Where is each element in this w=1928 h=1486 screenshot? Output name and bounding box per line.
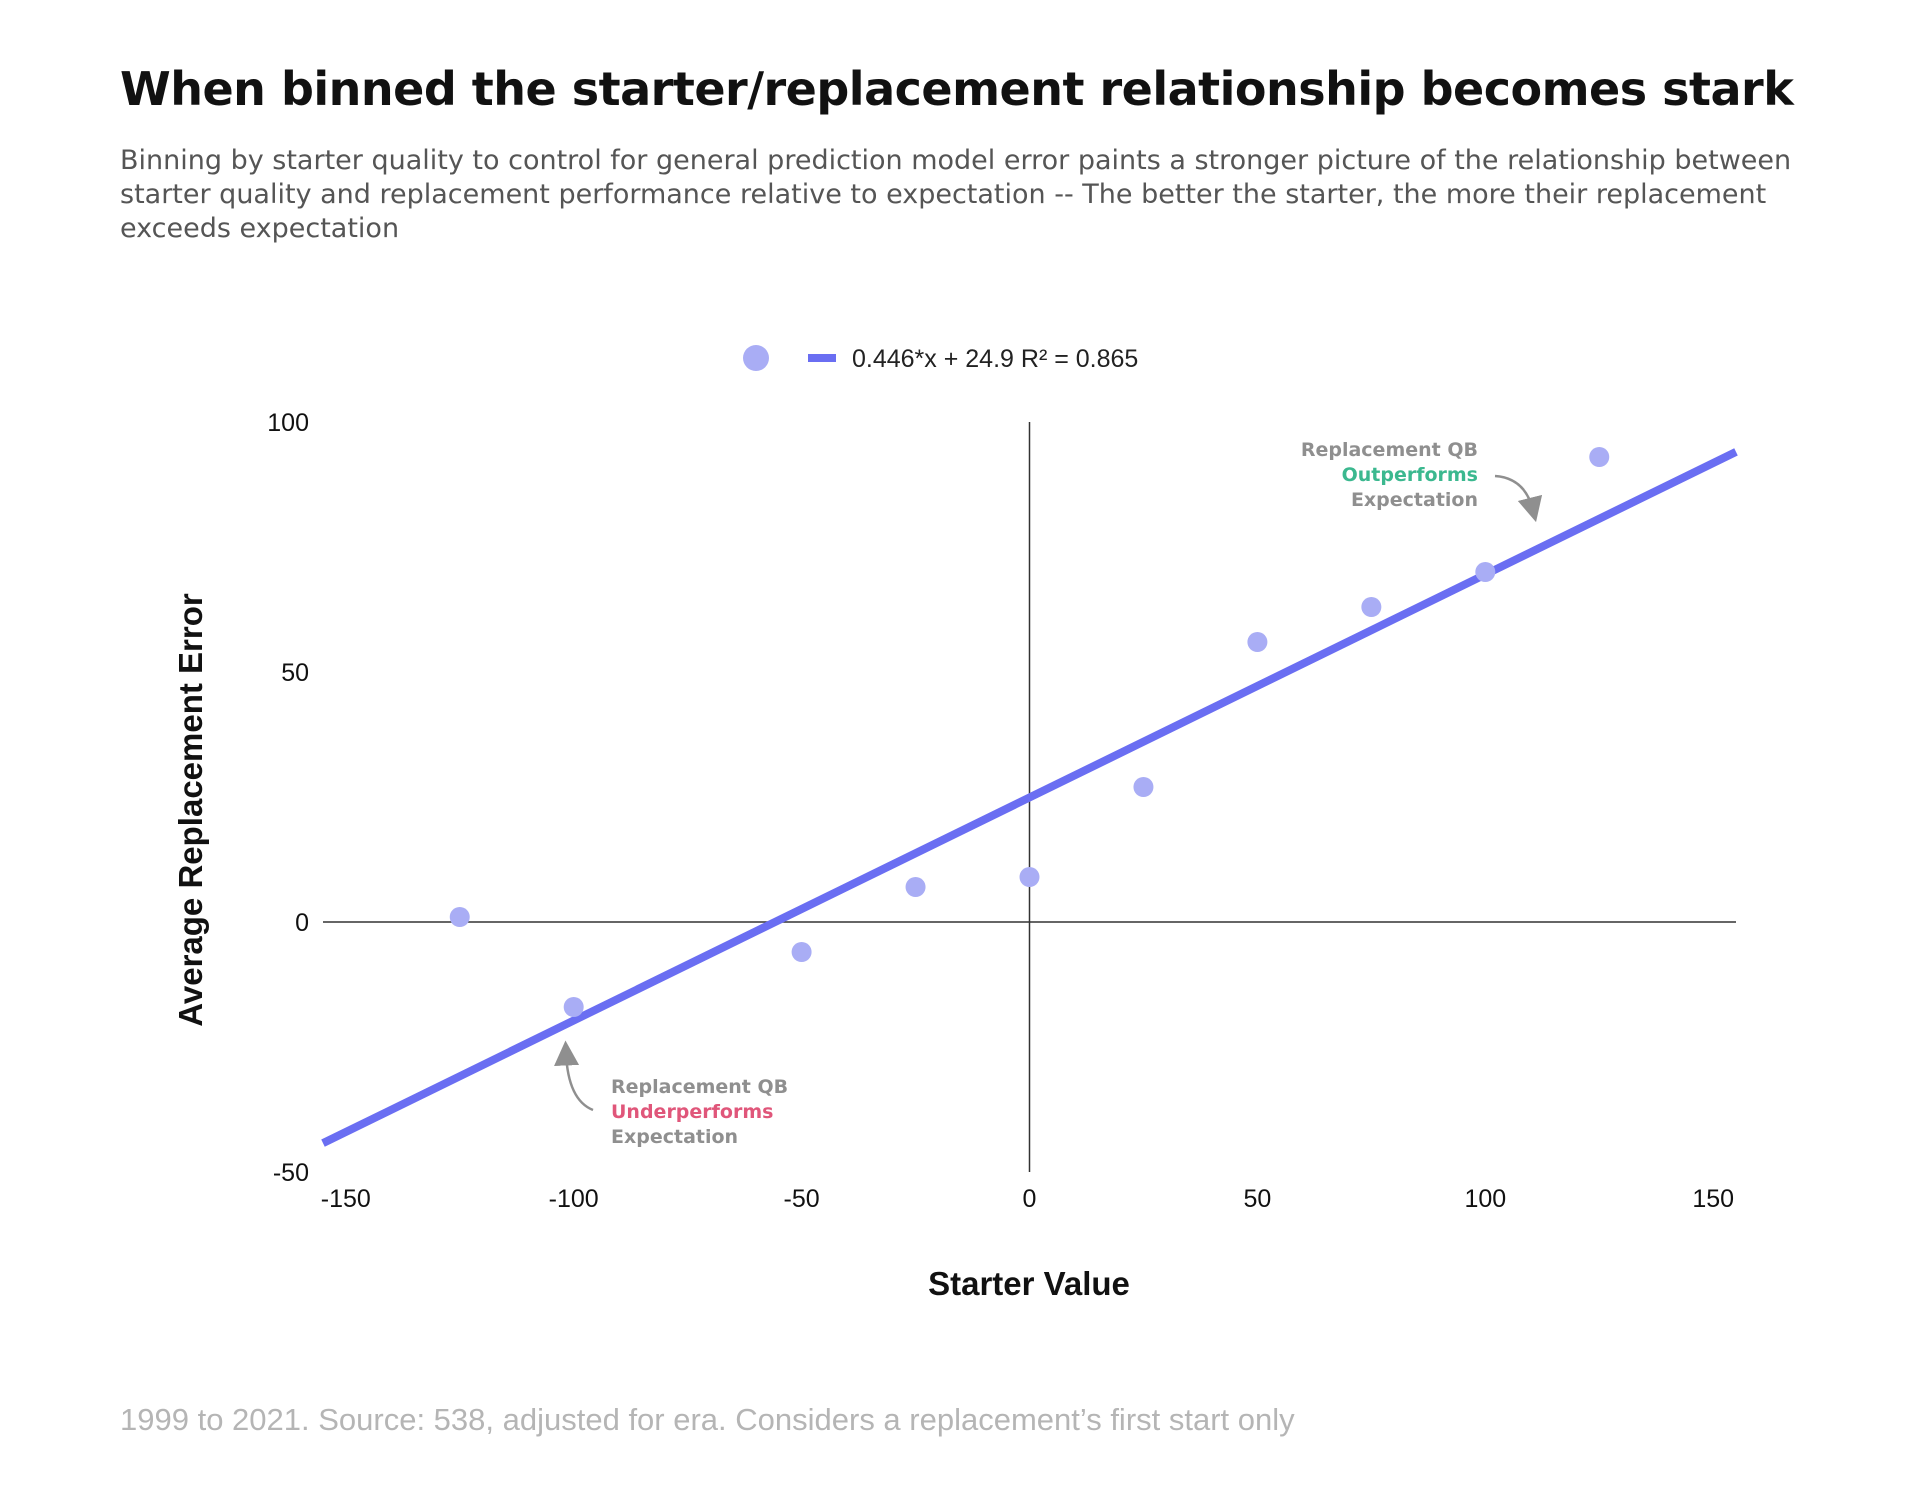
scatter-chart: -150 -100 -50 0 50 100 150 100 50 0 -50 0.446*x + … [172, 345, 1738, 1302]
x-tick-label: 150 [1692, 1185, 1734, 1213]
legend-trendline-swatch [808, 354, 836, 362]
data-point [563, 997, 584, 1017]
x-tick-label: -50 [784, 1185, 820, 1213]
annotation-outperforms-line3: Expectation [1351, 489, 1478, 511]
y-axis-title: Average Replacement Error [172, 593, 209, 1027]
trendline-layer [321, 448, 1738, 1147]
x-tick-label: -100 [549, 1185, 599, 1213]
y-tick-label: -50 [273, 1159, 309, 1187]
ticks-layer: -150 -100 -50 0 50 100 150 100 50 0 -50 [267, 409, 1734, 1213]
chart-subtitle: Binning by starter quality to control fo… [120, 145, 1792, 244]
annotation-underperforms-line1: Replacement QB [611, 1076, 788, 1098]
x-tick-label: -150 [321, 1185, 371, 1213]
y-tick-label: 0 [295, 909, 309, 937]
data-point [1475, 562, 1496, 582]
chart-footer-source: 1999 to 2021. Source: 538, adjusted for … [120, 1402, 1295, 1437]
annotation-underperforms-line3: Expectation [611, 1126, 738, 1148]
legend: 0.446*x + 24.9 R² = 0.865 [743, 345, 1138, 373]
annotation-underperforms-arrow [554, 1040, 594, 1112]
data-point [1247, 632, 1268, 652]
legend-point-swatch [743, 345, 769, 371]
legend-trendline-label: 0.446*x + 24.9 R² = 0.865 [852, 345, 1138, 373]
data-point [791, 942, 812, 962]
x-tick-label: 0 [1023, 1185, 1037, 1213]
data-point [1361, 597, 1382, 617]
annotation-outperforms: Replacement QB Outperforms Expectation [1301, 439, 1543, 523]
trendline [321, 448, 1738, 1147]
annotation-underperforms: Replacement QB Underperforms Expectation [554, 1040, 788, 1148]
data-point [1589, 447, 1610, 467]
data-point [449, 907, 470, 927]
x-axis-title: Starter Value [928, 1265, 1130, 1302]
annotation-underperforms-emphasis: Underperforms [611, 1101, 773, 1123]
y-tick-label: 50 [281, 659, 309, 687]
data-point [905, 877, 926, 897]
data-point [1133, 777, 1154, 797]
data-point [1019, 867, 1040, 887]
points-layer [449, 447, 1610, 1017]
y-tick-label: 100 [267, 409, 309, 437]
annotation-outperforms-emphasis: Outperforms [1342, 464, 1478, 486]
chart-title: When binned the starter/replacement rela… [120, 62, 1794, 116]
annotation-outperforms-line1: Replacement QB [1301, 439, 1478, 461]
annotation-outperforms-arrow [1494, 474, 1543, 523]
x-tick-label: 100 [1464, 1185, 1506, 1213]
x-tick-label: 50 [1243, 1185, 1271, 1213]
